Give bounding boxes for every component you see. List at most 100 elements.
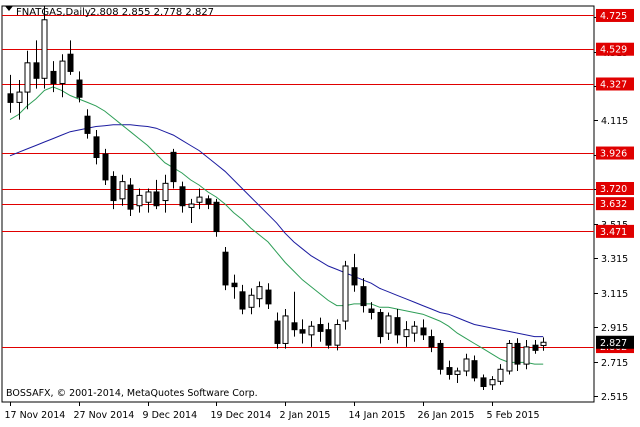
level-price-tag: 4.725: [596, 8, 634, 22]
price-tick-label: 3.115: [601, 289, 628, 300]
candle: [162, 174, 169, 213]
candle-body-bear: [437, 342, 444, 370]
candle-body-bear: [76, 79, 83, 98]
candle-body-bear: [110, 175, 117, 202]
candle-body-bull: [196, 196, 203, 203]
candle-body-bear: [7, 93, 14, 103]
candle-body-bull: [59, 60, 66, 84]
level-tag-background: [596, 42, 634, 56]
candle-body-bear: [153, 191, 160, 207]
time-tick-label: 9 Dec 2014: [143, 410, 198, 421]
candle-body-bear: [377, 311, 384, 338]
candle: [342, 260, 349, 330]
support-resistance-levels: [2, 15, 594, 348]
candle: [299, 319, 306, 344]
candle: [119, 174, 126, 206]
candle-body-bear: [480, 377, 487, 388]
candle-body-bear: [368, 308, 375, 313]
candle: [489, 376, 496, 390]
candle: [368, 302, 375, 320]
candle-body-bear: [360, 286, 367, 307]
candle-body-bull: [385, 315, 392, 334]
level-tag-background: [596, 224, 634, 238]
candle: [188, 198, 195, 223]
level-tag-label: 3.471: [600, 227, 627, 238]
candle: [480, 374, 487, 390]
candle: [351, 253, 358, 292]
candle-body-bull: [540, 341, 547, 347]
candle-body-bear: [274, 320, 281, 344]
level-price-tag: 3.926: [596, 146, 634, 160]
candle-body-bear: [127, 184, 134, 210]
candle-body-bull: [41, 19, 48, 79]
candle-body-bear: [170, 151, 177, 183]
candle: [394, 309, 401, 344]
candle: [67, 40, 74, 75]
candle: [437, 340, 444, 375]
time-tick-label: 17 Nov 2014: [5, 410, 66, 421]
level-tag-label: 3.926: [600, 149, 627, 160]
candle: [205, 195, 212, 210]
candle-body-bear: [205, 198, 212, 205]
candle: [76, 71, 83, 103]
candle-body-bull: [16, 91, 23, 103]
candle: [231, 274, 238, 299]
candle-body-bull: [403, 329, 410, 338]
candle: [136, 188, 143, 213]
candle: [33, 40, 40, 89]
level-tag-background: [596, 146, 634, 160]
candle: [428, 329, 435, 353]
candle: [265, 283, 272, 310]
candle-body-bull: [119, 181, 126, 200]
level-tag-label: 4.529: [600, 45, 627, 56]
candle: [213, 198, 220, 237]
candle: [16, 80, 23, 120]
candle-body-bull: [145, 191, 152, 203]
copyright-text: BOSSAFX, © 2001-2014, MetaQuotes Softwar…: [6, 388, 258, 399]
candle: [360, 278, 367, 313]
candle: [59, 54, 66, 98]
candle: [24, 50, 31, 110]
candle: [540, 337, 547, 351]
candle-body-bear: [222, 251, 229, 286]
candle-body-bear: [532, 344, 539, 351]
level-price-tag: 3.720: [596, 182, 634, 196]
candle-body-bear: [67, 53, 74, 72]
candle-body-bull: [282, 315, 289, 344]
candle: [334, 319, 341, 351]
time-tick-label: 14 Jan 2015: [349, 410, 406, 421]
candle-body-bull: [136, 194, 143, 207]
candle: [454, 367, 461, 384]
time-tick-label: 2 Jan 2015: [280, 410, 331, 421]
level-price-tag: 4.327: [596, 77, 634, 91]
candle-body-bear: [93, 136, 100, 159]
candle: [196, 188, 203, 210]
candle: [110, 171, 117, 210]
candle-body-bear: [446, 367, 453, 375]
candle-body-bull: [308, 325, 315, 336]
candle: [256, 281, 263, 308]
price-tick-label: 2.915: [601, 323, 628, 334]
price-tick-label: 2.515: [601, 392, 628, 403]
candle-body-bear: [471, 360, 478, 379]
candle-body-bear: [325, 329, 332, 346]
level-price-tag: 3.471: [596, 224, 634, 238]
candle: [463, 353, 470, 377]
candle: [446, 360, 453, 380]
current-price-tag: 2.827: [596, 335, 634, 349]
level-price-tag: 4.529: [596, 42, 634, 56]
level-price-tag: 3.632: [596, 197, 634, 211]
candle: [291, 291, 298, 337]
candle-body-bear: [317, 324, 324, 332]
candle-body-bull: [411, 325, 418, 334]
candle: [179, 181, 186, 213]
candle: [274, 312, 281, 349]
candle: [403, 321, 410, 347]
candle: [84, 109, 91, 139]
candle: [317, 317, 324, 342]
moving-average-slow-line: [9, 124, 544, 338]
ohlc-label: 2.808 2.855 2.778 2.827: [90, 7, 214, 18]
candle: [506, 340, 513, 375]
